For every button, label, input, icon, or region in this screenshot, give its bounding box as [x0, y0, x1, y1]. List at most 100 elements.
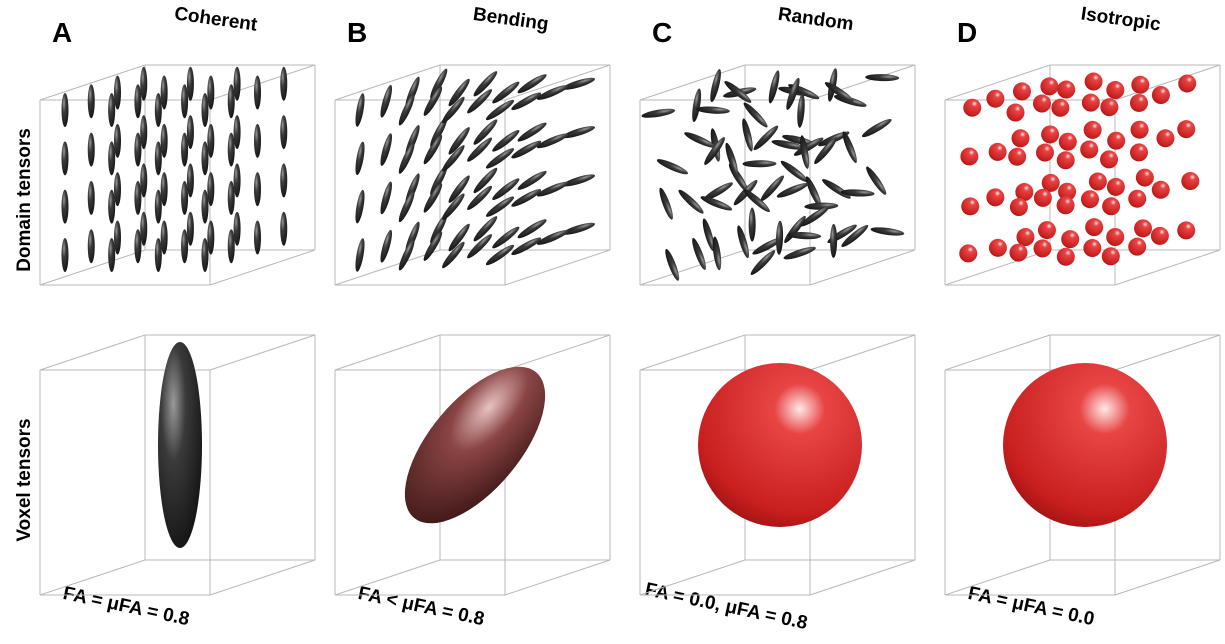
sphere-glyph [1081, 93, 1100, 112]
cube-edge [39, 559, 146, 596]
ellipsoid-glyph [280, 163, 288, 198]
ellipsoid-glyph [786, 77, 800, 110]
ellipsoid-glyph [805, 176, 822, 208]
sphere-glyph [1135, 168, 1154, 187]
ellipsoid-glyph [114, 75, 121, 110]
ellipsoid-glyph [748, 207, 756, 242]
sphere-glyph [1131, 75, 1150, 94]
ellipsoid-glyph [87, 84, 95, 119]
sphere-glyph [1058, 132, 1077, 151]
sphere-glyph [1056, 151, 1075, 170]
ellipsoid-glyph [787, 232, 822, 240]
ellipsoid-glyph [753, 125, 779, 151]
ellipsoid-glyph [160, 220, 168, 255]
ellipsoid-glyph [692, 238, 706, 270]
ellipsoid-glyph [448, 175, 470, 203]
panel-letter: A [52, 17, 72, 48]
ellipsoid-glyph [227, 84, 235, 119]
ellipsoid-glyph [840, 189, 875, 197]
ellipsoid-glyph [430, 165, 448, 196]
sphere-glyph [1177, 221, 1196, 240]
ellipsoid-glyph [181, 84, 189, 119]
ellipsoid-glyph [659, 187, 673, 220]
ellipsoid-glyph [703, 182, 733, 201]
ellipsoid-glyph [742, 160, 777, 168]
cube-edge [809, 64, 916, 101]
ellipsoid-glyph [485, 244, 515, 266]
sphere-glyph [1128, 237, 1147, 256]
sphere-glyph [1128, 189, 1147, 208]
ellipsoid-glyph [160, 75, 168, 110]
domain-glyphs [355, 68, 596, 272]
sphere-glyph [1106, 81, 1125, 100]
ellipsoid-glyph [700, 196, 733, 211]
ellipsoid-glyph [398, 94, 415, 126]
ellipsoid-glyph [737, 225, 750, 259]
ellipsoid-glyph [665, 248, 680, 281]
ellipsoid-glyph [784, 215, 806, 243]
voxel-sphere [1003, 363, 1167, 527]
cube-edge [504, 559, 611, 596]
sphere-glyph [1061, 230, 1080, 249]
panel-letter: D [957, 17, 977, 48]
ellipsoid-glyph [423, 183, 443, 213]
panel-title: Random [777, 4, 855, 35]
ellipsoid-glyph [423, 231, 443, 261]
sphere-glyph [986, 188, 1005, 207]
sphere-glyph [1056, 247, 1075, 266]
ellipsoid-glyph [830, 223, 838, 258]
ellipsoid-glyph [380, 133, 393, 166]
ellipsoid-glyph [641, 108, 676, 118]
ellipsoid-glyph [782, 134, 816, 146]
sphere-glyph [1177, 120, 1196, 139]
sphere-glyph [1008, 147, 1027, 166]
ellipsoid-glyph [160, 172, 168, 207]
sphere-glyph [1016, 228, 1035, 247]
cube-edge [944, 559, 1051, 596]
ellipsoid-glyph [355, 238, 365, 272]
ellipsoid-glyph [108, 238, 116, 272]
ellipsoid-glyph [201, 141, 209, 176]
sphere-glyph [961, 197, 980, 216]
ellipsoid-glyph [207, 75, 215, 110]
cube-edge [209, 334, 316, 371]
sphere-glyph [1080, 190, 1099, 209]
sphere-glyph [1088, 172, 1107, 191]
panel-title: Coherent [173, 3, 259, 35]
ellipsoid-glyph [87, 229, 95, 264]
sphere-glyph [1033, 188, 1052, 207]
ellipsoid-glyph [227, 132, 235, 167]
ellipsoid-glyph [114, 123, 121, 158]
ellipsoid-glyph [87, 132, 95, 167]
ellipsoid-glyph [473, 71, 498, 97]
ellipsoid-glyph [108, 141, 116, 176]
ellipsoid-glyph [467, 89, 493, 114]
cube-edge [1114, 334, 1221, 371]
panel-title: Isotropic [1080, 4, 1163, 36]
sphere-glyph [1032, 94, 1051, 113]
panel-caption: FA = μFA = 0.8 [61, 583, 191, 630]
ellipsoid-glyph [233, 115, 241, 150]
sphere-glyph [1106, 227, 1125, 246]
cube-edge [944, 334, 1051, 371]
ellipsoid-glyph [467, 137, 493, 162]
ellipsoid-glyph [154, 141, 162, 176]
ellipsoid-glyph [822, 179, 851, 199]
cube-edge [39, 64, 146, 101]
ellipsoid-glyph [61, 238, 69, 272]
ellipsoid-glyph [201, 238, 209, 272]
ellipsoid-glyph [866, 166, 887, 195]
sphere-glyph [1083, 239, 1102, 258]
ellipsoid-glyph [140, 115, 148, 150]
sphere-glyph [1033, 239, 1052, 258]
ellipsoid-glyph [254, 123, 261, 158]
panel-letter: C [652, 17, 672, 48]
ellipsoid-glyph [140, 211, 148, 246]
sphere-glyph [1100, 150, 1119, 169]
ellipsoid-glyph [562, 174, 596, 187]
sphere-glyph [1058, 182, 1077, 201]
cube [944, 334, 1221, 596]
ellipsoid-glyph [824, 82, 854, 102]
ellipsoid-glyph [201, 93, 209, 127]
ellipsoid-glyph [517, 74, 547, 94]
